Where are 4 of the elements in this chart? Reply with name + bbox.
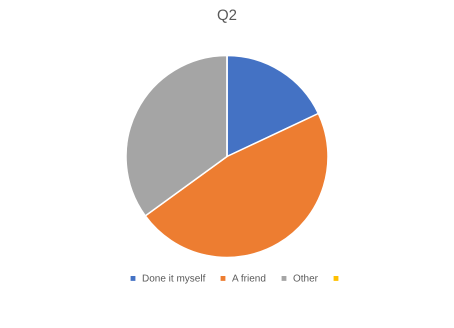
legend-label: Other (293, 273, 319, 284)
legend-label: A friend (232, 273, 266, 284)
legend-label: Done it myself (142, 273, 206, 284)
chart-title: Q2 (216, 7, 238, 24)
